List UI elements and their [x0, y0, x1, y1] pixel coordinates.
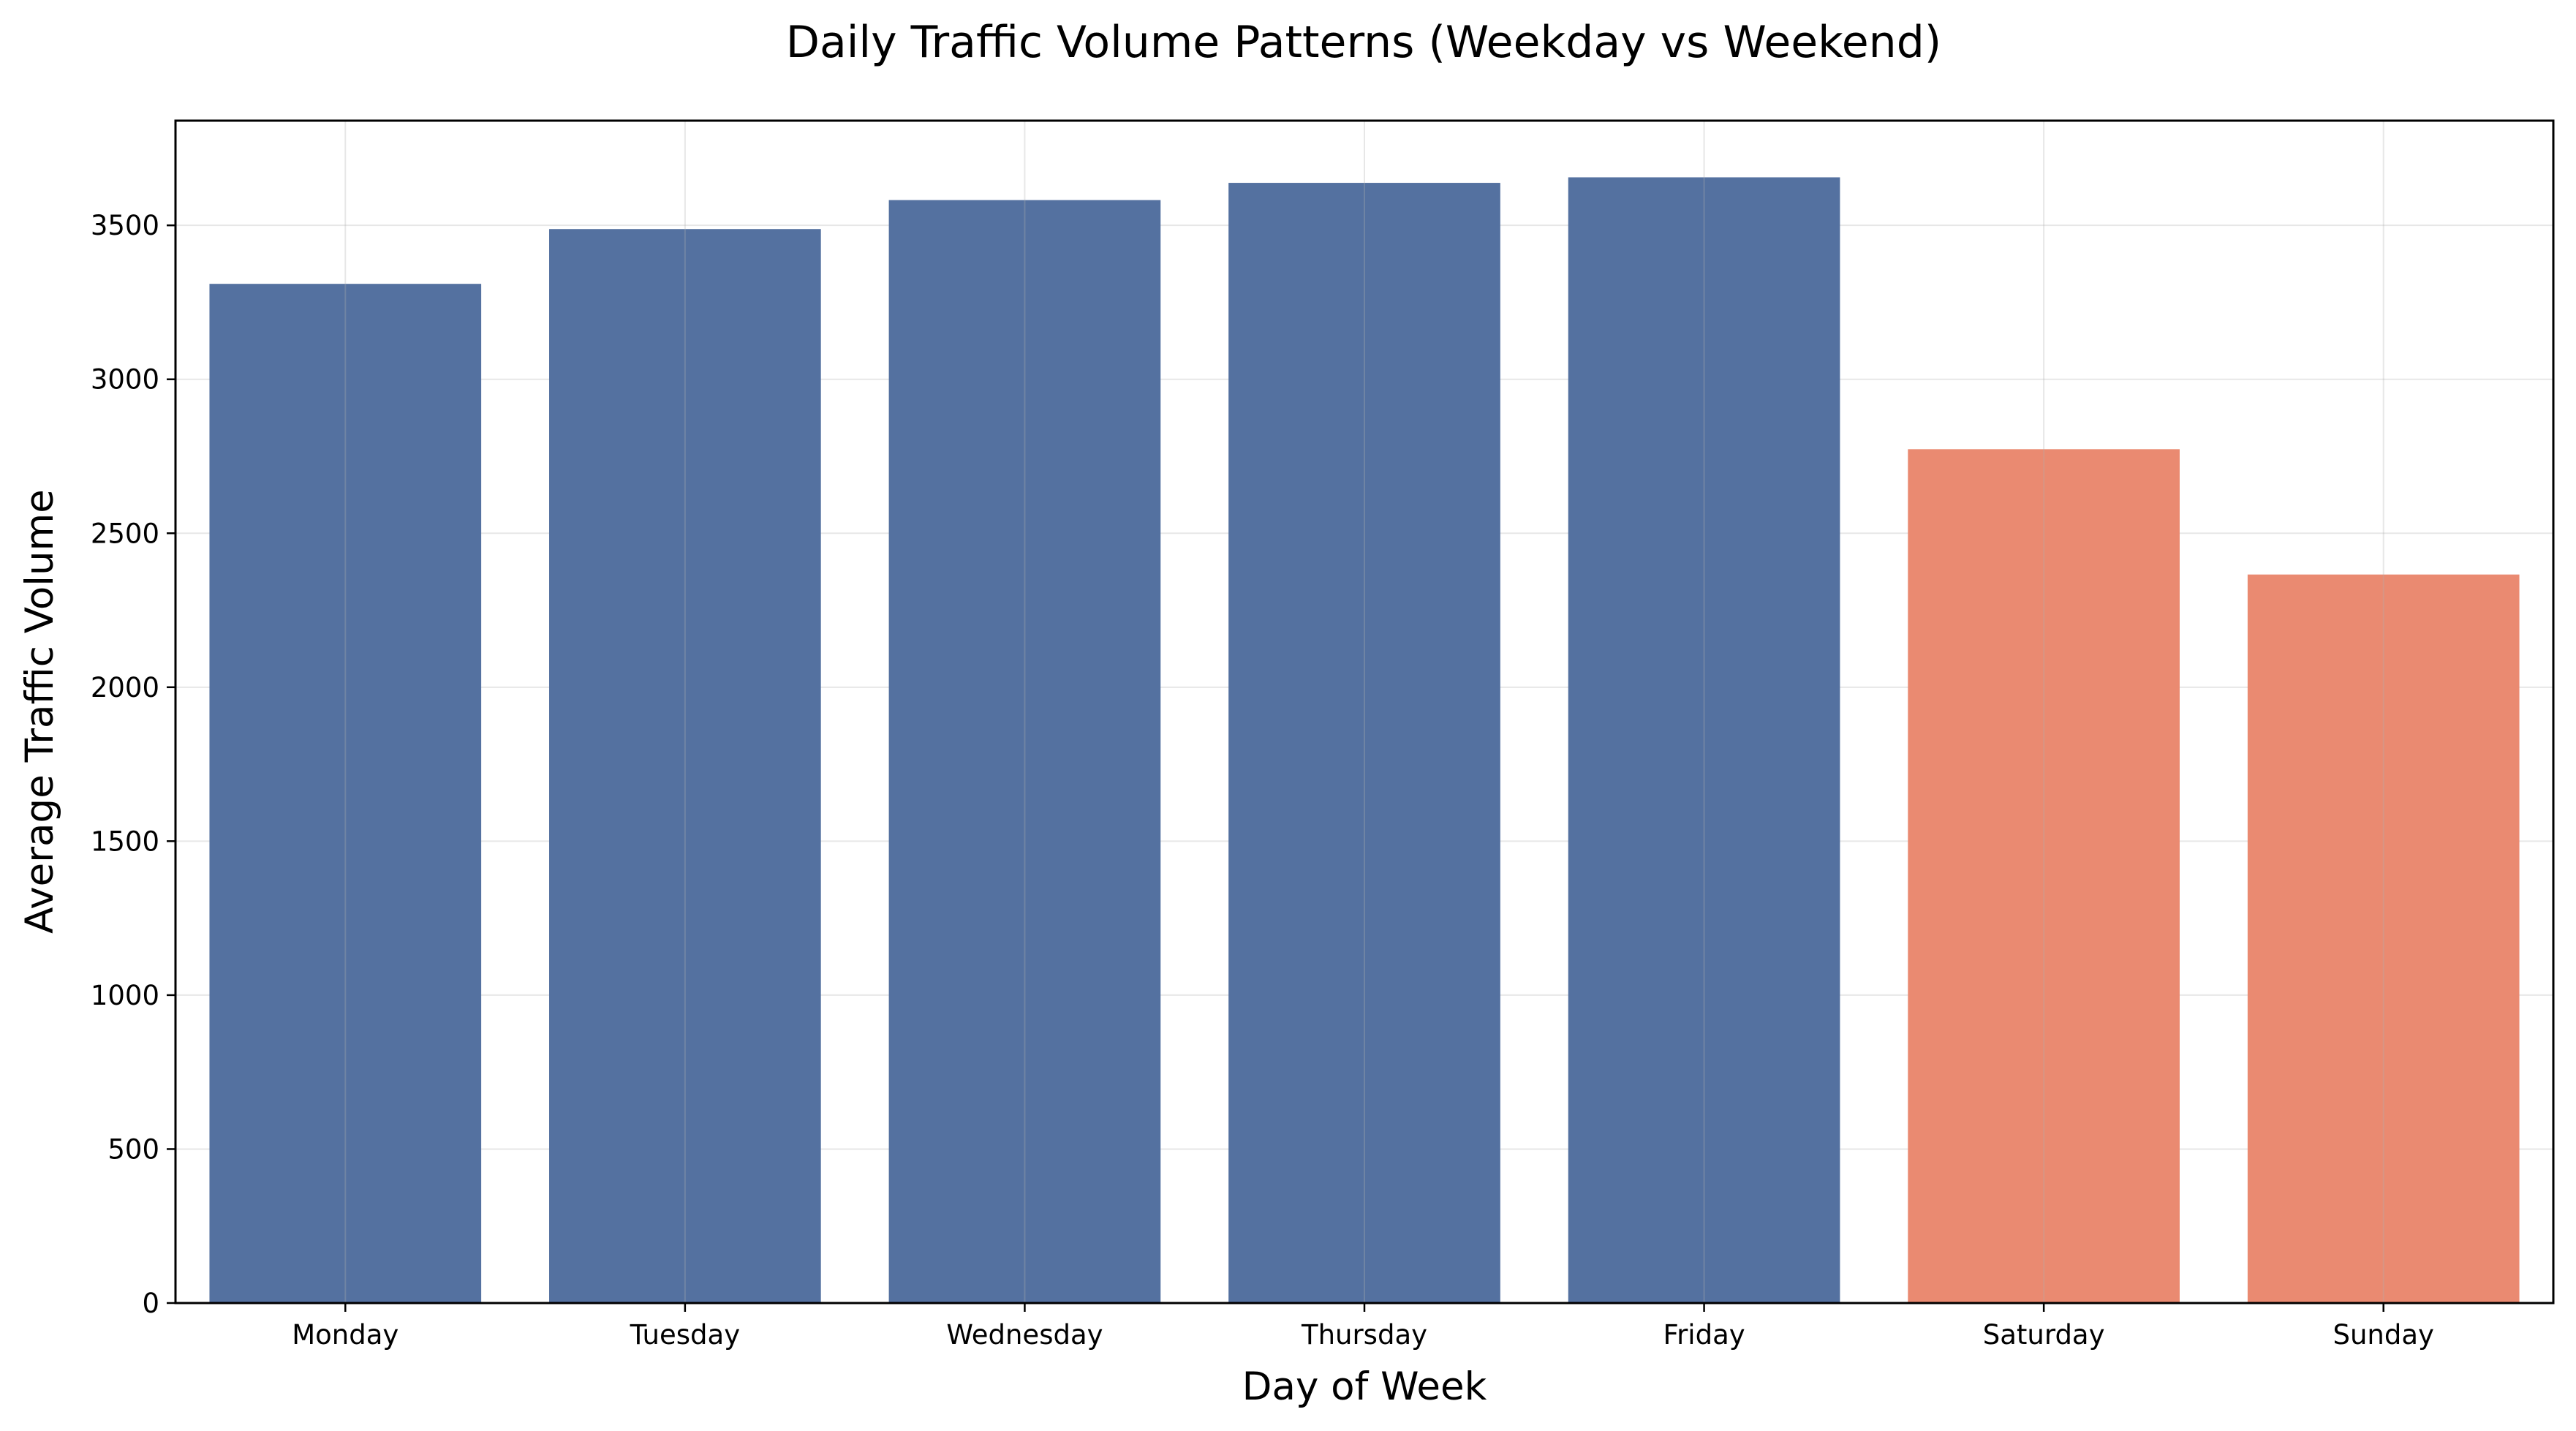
- y-tick-label: 2000: [91, 672, 159, 703]
- bar-monday: [209, 284, 482, 1303]
- vertical-grid-lines: [344, 121, 2384, 1303]
- bar-saturday: [1908, 449, 2180, 1303]
- y-tick-label: 3000: [91, 364, 159, 396]
- x-tick-label: Sunday: [2333, 1319, 2433, 1351]
- x-tick-label: Tuesday: [630, 1319, 741, 1351]
- chart-title: Daily Traffic Volume Patterns (Weekday v…: [786, 17, 1941, 68]
- x-tick-label: Monday: [292, 1319, 399, 1351]
- bar-thursday: [1228, 183, 1500, 1304]
- y-tick-label: 2500: [91, 518, 159, 549]
- y-tick-label: 500: [107, 1133, 159, 1165]
- y-tick-label: 1500: [91, 826, 159, 857]
- y-tick-label: 3500: [91, 210, 159, 241]
- bars: [209, 177, 2520, 1304]
- x-tick-label: Friday: [1663, 1319, 1745, 1351]
- bar-sunday: [2247, 574, 2520, 1303]
- y-tick-label: 0: [142, 1288, 159, 1319]
- x-tick-label: Wednesday: [946, 1319, 1103, 1351]
- x-axis-ticks: Monday Tuesday Wednesday Thursday Friday Satu…: [292, 1303, 2434, 1351]
- y-axis-label: Average Traffic Volume: [18, 489, 62, 934]
- bar-friday: [1568, 177, 1840, 1304]
- x-axis-label: Day of Week: [1242, 1364, 1487, 1409]
- bar-tuesday: [549, 229, 821, 1304]
- y-tick-label: 1000: [91, 980, 159, 1011]
- y-axis-ticks: 0 500 1000 1500 2000 2500 3000 3500: [91, 210, 175, 1319]
- bar-wednesday: [888, 200, 1161, 1303]
- x-tick-label: Saturday: [1983, 1319, 2105, 1351]
- x-tick-label: Thursday: [1301, 1319, 1427, 1351]
